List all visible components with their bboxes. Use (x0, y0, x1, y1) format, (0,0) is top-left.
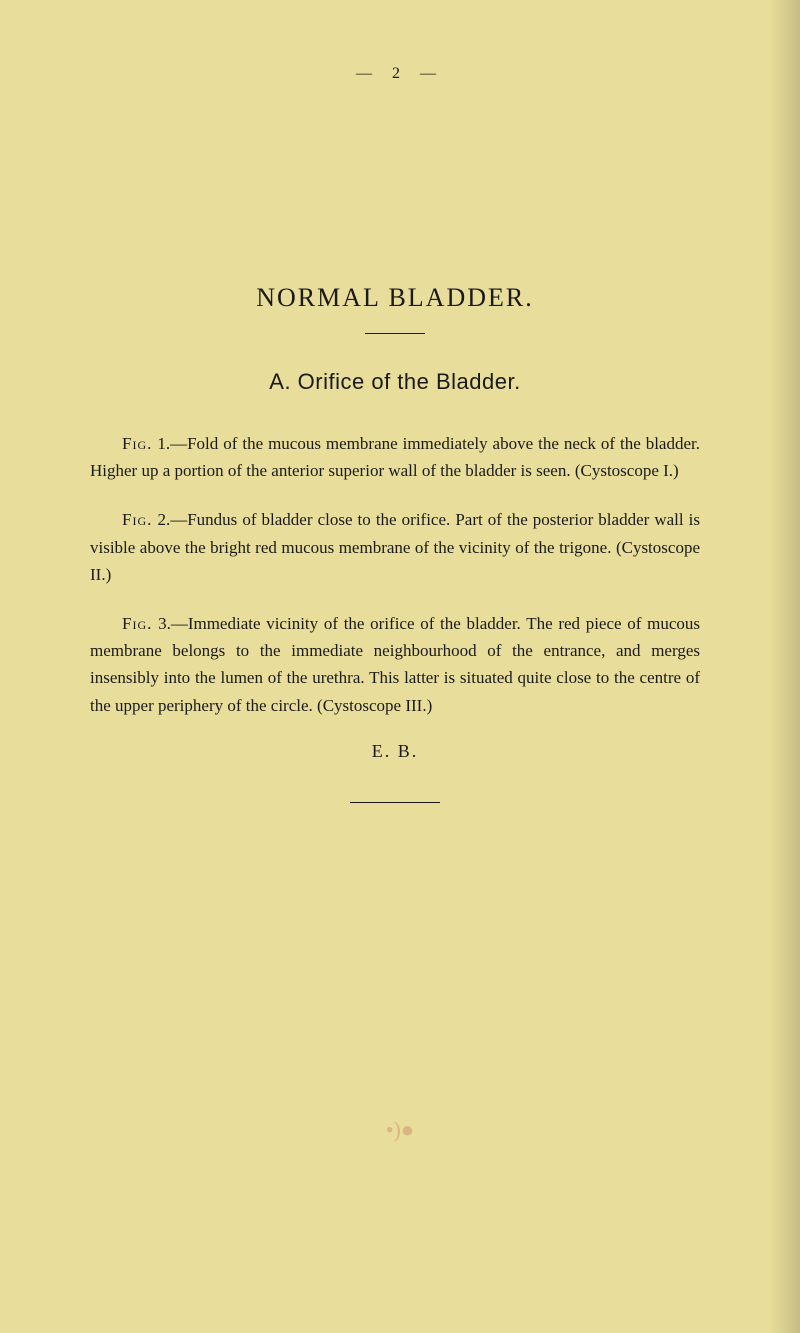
fig-text-1: —Fold of the mucous membrane immediately… (90, 434, 700, 480)
bottom-underline (350, 802, 440, 803)
page-shadow (770, 0, 800, 1333)
title-underline (365, 333, 425, 334)
fig-text-2: —Fundus of bladder close to the orifice.… (90, 510, 700, 583)
fig-number-2: 2. (157, 510, 170, 529)
fig-label-3: Fig. (122, 614, 152, 633)
section-title: A. Orifice of the Bladder. (90, 369, 700, 395)
author-signature: E. B. (90, 741, 700, 762)
watermark: •)● (386, 1117, 414, 1143)
figure-3-description: Fig. 3.—Immediate vicinity of the orific… (90, 610, 700, 719)
fig-text-3: —Immediate vicinity of the orifice of th… (90, 614, 700, 715)
main-title: NORMAL BLADDER. (90, 283, 700, 313)
figure-1-description: Fig. 1.—Fold of the mucous membrane imme… (90, 430, 700, 484)
page-content: NORMAL BLADDER. A. Orifice of the Bladde… (0, 283, 800, 803)
fig-label-1: Fig. (122, 434, 152, 453)
figure-2-description: Fig. 2.—Fundus of bladder close to the o… (90, 506, 700, 588)
fig-number-3: 3. (158, 614, 171, 633)
fig-label-2: Fig. (122, 510, 152, 529)
page-number: — 2 — (0, 0, 800, 83)
fig-number-1: 1. (157, 434, 170, 453)
